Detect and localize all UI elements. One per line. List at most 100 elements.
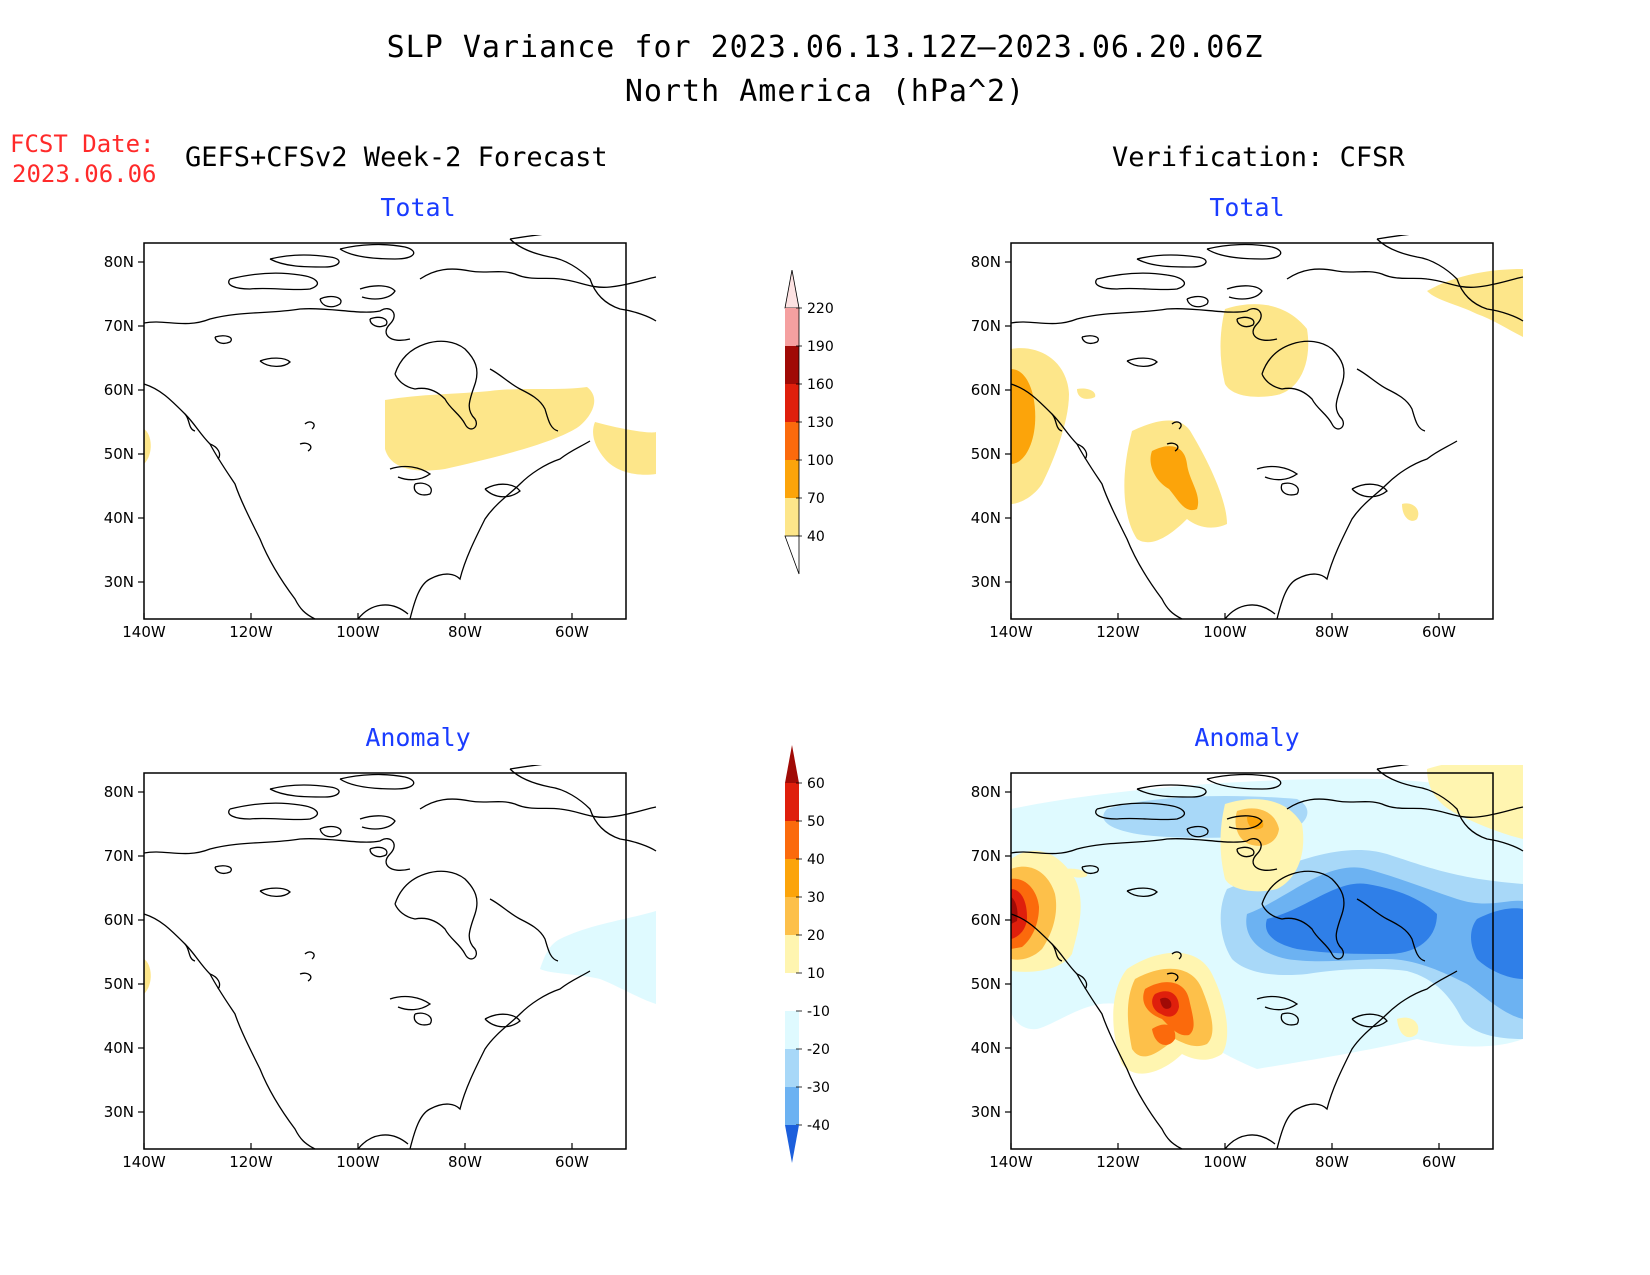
colorbar-tick-label: 40 [807,852,825,868]
lon-tick-label: 100W [336,623,380,641]
coastline-segment [359,285,396,300]
coastline-segment [369,846,388,858]
lat-tick-label: 50N [971,975,1001,993]
total-colorbar: 220 190 160 130 100 70 40 [784,270,834,575]
shaded-field [1011,765,1523,1074]
colorbar-swatch [785,460,799,498]
colorbar-swatch [785,346,799,384]
shaded-field [1011,269,1523,543]
lon-tick-label: 140W [122,623,166,641]
colorbar-swatch [785,859,799,897]
map-frame [1010,772,1494,1150]
colorbar-tick-label: 30 [807,890,825,906]
coastline-segment [1010,308,1278,341]
coastline-segment [1376,235,1524,322]
coastline-segment [1236,846,1255,858]
lat-tick-label: 80N [104,783,134,801]
lon-tick-label: 60W [1422,623,1456,641]
coastline-segment [1186,295,1209,308]
coastline-segment [1126,357,1158,368]
coastline-segment [1224,604,1276,620]
coastline-segment [409,970,591,1150]
colorbar-swatch [785,935,799,973]
coastline [1010,765,1524,1150]
coastline-segment [389,995,432,1026]
coastline-segment [143,308,411,341]
lat-tick-label: 70N [971,847,1001,865]
verification-anomaly-title: Anomaly [1194,723,1300,752]
coastline-segment [299,421,315,452]
shaded-field [144,387,656,475]
coastline-segment [1166,951,1182,982]
coastline-segment [259,357,291,368]
coastline-segment [1226,285,1263,300]
colorbar-swatch [785,973,799,1011]
colorbar-tick-label: -30 [807,1080,830,1096]
coastline-segment [1276,440,1458,620]
chart-title: SLP Variance for 2023.06.13.12Z–2023.06.… [386,30,1264,65]
colorbar-swatch [785,308,799,346]
colorbar-tick-label: -40 [807,1118,830,1134]
coastline-segment [259,887,291,898]
coastline-segment [1166,421,1182,452]
verification-column-title: Verification: CFSR [1112,142,1405,173]
coastline-segment [509,765,657,852]
coastline-segment [357,1134,409,1150]
colorbar-tick-label: 100 [807,453,834,469]
coastline-segment [489,898,559,962]
lat-tick-label: 40N [104,1039,134,1057]
lon-tick-label: 120W [1096,623,1140,641]
lat-tick-label: 70N [971,317,1001,335]
lon-tick-label: 60W [555,1153,589,1171]
coastline-segment [319,295,342,308]
coastline-segment [214,865,232,874]
colorbar-tick-label: 40 [807,529,825,545]
lon-tick-label: 140W [989,1153,1033,1171]
coastline-segment [339,773,415,790]
colorbar-swatch [785,821,799,859]
forecast-total-title: Total [380,193,456,222]
coastline-segment [394,340,478,430]
colorbar-swatch [785,384,799,422]
coastline-segment [214,335,232,344]
forecast-column-title: GEFS+CFSv2 Week-2 Forecast [185,142,608,173]
coastline-segment [1276,970,1458,1150]
coastline-segment [1081,865,1099,874]
colorbar-swatch [785,1049,799,1087]
coastline-segment [1206,773,1282,790]
coastline-segment [484,1013,521,1028]
colorbar-bottom-arrow [785,1125,799,1163]
coastline-segment [1351,1013,1388,1028]
coastline-segment [1286,268,1524,288]
colorbar-tick-label: 10 [807,966,825,982]
chart-subtitle: North America (hPa^2) [624,74,1026,109]
lat-tick-label: 60N [104,911,134,929]
colorbar-swatch [785,897,799,935]
coastline [143,235,657,620]
lon-tick-label: 80W [1315,623,1349,641]
lat-tick-label: 40N [104,509,134,527]
colorbar-top-arrow [785,745,799,783]
lat-tick-label: 50N [104,445,134,463]
coastline [1010,235,1524,620]
coastline-segment [359,815,396,830]
map-frame [1010,242,1494,620]
coastline-segment [419,798,657,818]
coastline [143,765,657,1150]
lon-tick-label: 100W [1203,623,1247,641]
coastline-segment [1261,870,1345,960]
forecast-anomaly-title: Anomaly [365,723,471,752]
lon-tick-label: 120W [1096,1153,1140,1171]
coastline-segment [484,483,521,498]
lat-tick-label: 50N [971,445,1001,463]
coastline-segment [184,413,221,460]
lon-tick-label: 100W [336,1153,380,1171]
lon-tick-label: 80W [1315,1153,1349,1171]
lon-tick-label: 100W [1203,1153,1247,1171]
coastline-segment [1376,765,1524,852]
coastline-segment [409,440,591,620]
colorbar-bottom-arrow [784,535,800,575]
coastline-segment [269,784,340,798]
coastline-segment [1256,995,1299,1026]
coastline-segment [1236,316,1255,328]
